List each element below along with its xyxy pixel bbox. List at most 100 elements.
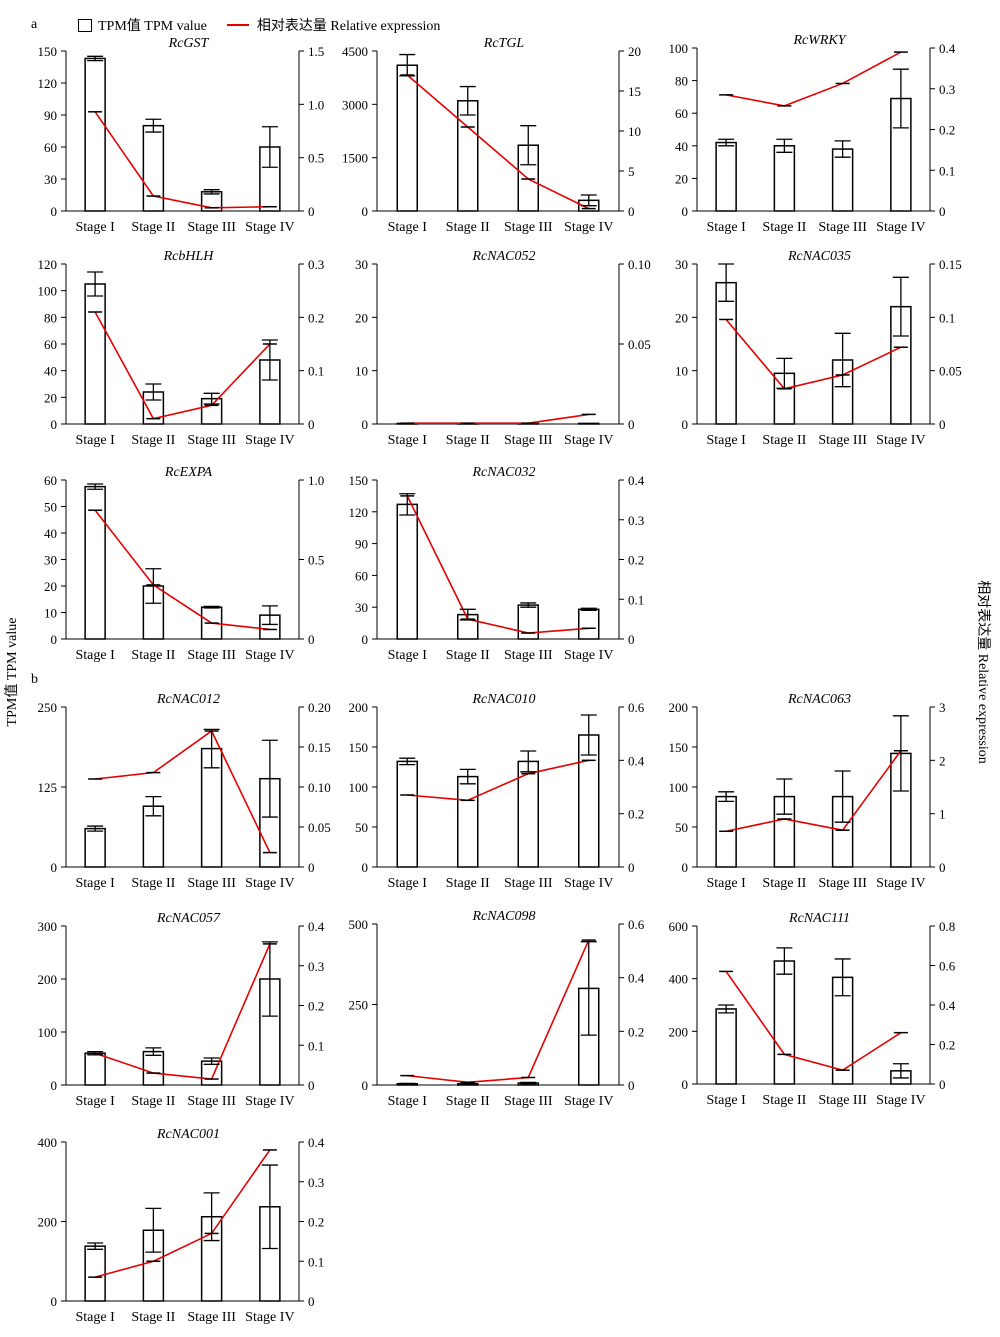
x-tick-label: Stage II (446, 220, 490, 235)
right-tick-label: 0 (628, 204, 635, 219)
right-tick-label: 2 (939, 753, 946, 768)
right-tick-label: 0.1 (308, 364, 324, 379)
left-tick-label: 80 (44, 310, 57, 325)
right-tick-label: 0.6 (628, 917, 645, 932)
left-tick-label: 10 (44, 606, 57, 621)
left-tick-label: 120 (38, 76, 58, 91)
x-tick-label: Stage I (75, 876, 115, 891)
left-tick-label: 60 (44, 337, 57, 352)
left-tick-label: 200 (38, 972, 58, 987)
relative-expression-line (407, 413, 589, 425)
x-tick-label: Stage III (504, 876, 553, 891)
panel-label-a: a (31, 17, 38, 32)
x-tick-label: Stage IV (245, 433, 294, 448)
right-tick-label: 0.2 (939, 123, 955, 138)
x-tick-label: Stage II (762, 433, 806, 448)
chart-title: RcNAC010 (472, 692, 536, 707)
chart-title: RcNAC098 (472, 909, 536, 924)
right-tick-label: 0.1 (308, 1254, 324, 1269)
x-tick-label: Stage III (818, 876, 867, 891)
bar (84, 57, 106, 212)
left-tick-label: 0 (362, 860, 369, 875)
left-tick-label: 125 (38, 780, 58, 795)
left-tick-label: 0 (682, 417, 689, 432)
chart-title: RcWRKY (792, 33, 847, 48)
left-tick-label: 400 (38, 1135, 58, 1150)
x-tick-label: Stage IV (876, 1093, 925, 1108)
chart-title: RcNAC012 (156, 692, 220, 707)
x-tick-label: Stage IV (245, 1310, 294, 1325)
right-tick-label: 0.1 (939, 163, 955, 178)
x-tick-label: Stage IV (564, 220, 613, 235)
left-tick-label: 20 (44, 579, 57, 594)
right-tick-label: 0 (939, 860, 946, 875)
right-tick-label: 0.5 (308, 553, 324, 568)
x-tick-label: Stage III (818, 433, 867, 448)
x-tick-label: Stage IV (245, 648, 294, 663)
left-tick-label: 90 (355, 537, 368, 552)
x-tick-label: Stage III (504, 1094, 553, 1109)
right-tick-label: 0 (308, 632, 315, 647)
relative-expression-line (94, 943, 271, 1080)
right-tick-label: 0 (308, 417, 315, 432)
relative-expression-line (725, 750, 902, 833)
left-tick-label: 0 (362, 417, 369, 432)
right-tick-label: 0.4 (939, 998, 956, 1013)
left-tick-label: 60 (44, 140, 57, 155)
x-tick-label: Stage IV (876, 876, 925, 891)
relative-expression-line (725, 970, 902, 1072)
left-tick-label: 20 (675, 171, 688, 186)
bar (457, 775, 479, 868)
x-tick-label: Stage I (388, 1094, 428, 1109)
left-tick-label: 50 (355, 820, 368, 835)
bar (578, 608, 600, 640)
right-tick-label: 0.10 (308, 780, 331, 795)
relative-expression-line (94, 509, 270, 631)
left-tick-label: 3000 (342, 97, 368, 112)
chart-title: RcbHLH (163, 249, 215, 264)
right-tick-label: 0.05 (628, 337, 651, 352)
left-tick-label: 200 (669, 700, 689, 715)
left-tick-label: 50 (44, 500, 57, 515)
x-tick-label: Stage II (131, 648, 175, 663)
x-tick-label: Stage IV (876, 220, 925, 235)
chart-title: RcNAC052 (472, 249, 536, 264)
left-tick-label: 200 (38, 1215, 58, 1230)
relative-expression-line (95, 729, 271, 853)
right-tick-label: 10 (628, 124, 641, 139)
left-tick-label: 0 (682, 1077, 689, 1092)
chart-title: RcNAC063 (787, 692, 851, 707)
x-tick-label: Stage I (706, 220, 746, 235)
left-tick-label: 100 (38, 284, 58, 299)
relative-expression-line (407, 759, 589, 802)
bar (517, 604, 539, 640)
x-tick-label: Stage III (187, 876, 236, 891)
right-tick-label: 0.6 (628, 700, 645, 715)
x-tick-label: Stage I (706, 1093, 746, 1108)
x-tick-label: Stage I (75, 1310, 115, 1325)
bar (457, 100, 479, 212)
right-tick-label: 0.4 (628, 753, 645, 768)
left-tick-label: 200 (349, 700, 369, 715)
left-tick-label: 0 (51, 204, 58, 219)
bar (84, 283, 106, 425)
left-tick-label: 20 (675, 310, 688, 325)
bar (396, 64, 418, 212)
x-tick-label: Stage II (131, 1310, 175, 1325)
left-tick-label: 90 (44, 108, 57, 123)
x-tick-label: Stage II (131, 1094, 175, 1109)
bar (396, 760, 418, 868)
x-tick-label: Stage I (75, 648, 115, 663)
x-tick-label: Stage IV (245, 220, 294, 235)
right-tick-label: 0 (308, 1294, 315, 1309)
relative-expression-line (406, 74, 590, 210)
left-tick-label: 30 (675, 257, 688, 272)
bar (84, 1052, 106, 1086)
left-tick-label: 0 (51, 860, 58, 875)
right-tick-label: 0 (308, 1078, 315, 1093)
left-tick-label: 150 (38, 44, 58, 59)
left-tick-label: 40 (675, 139, 688, 154)
right-tick-label: 0.1 (939, 310, 955, 325)
left-tick-label: 60 (675, 106, 688, 121)
right-tick-label: 5 (628, 164, 635, 179)
